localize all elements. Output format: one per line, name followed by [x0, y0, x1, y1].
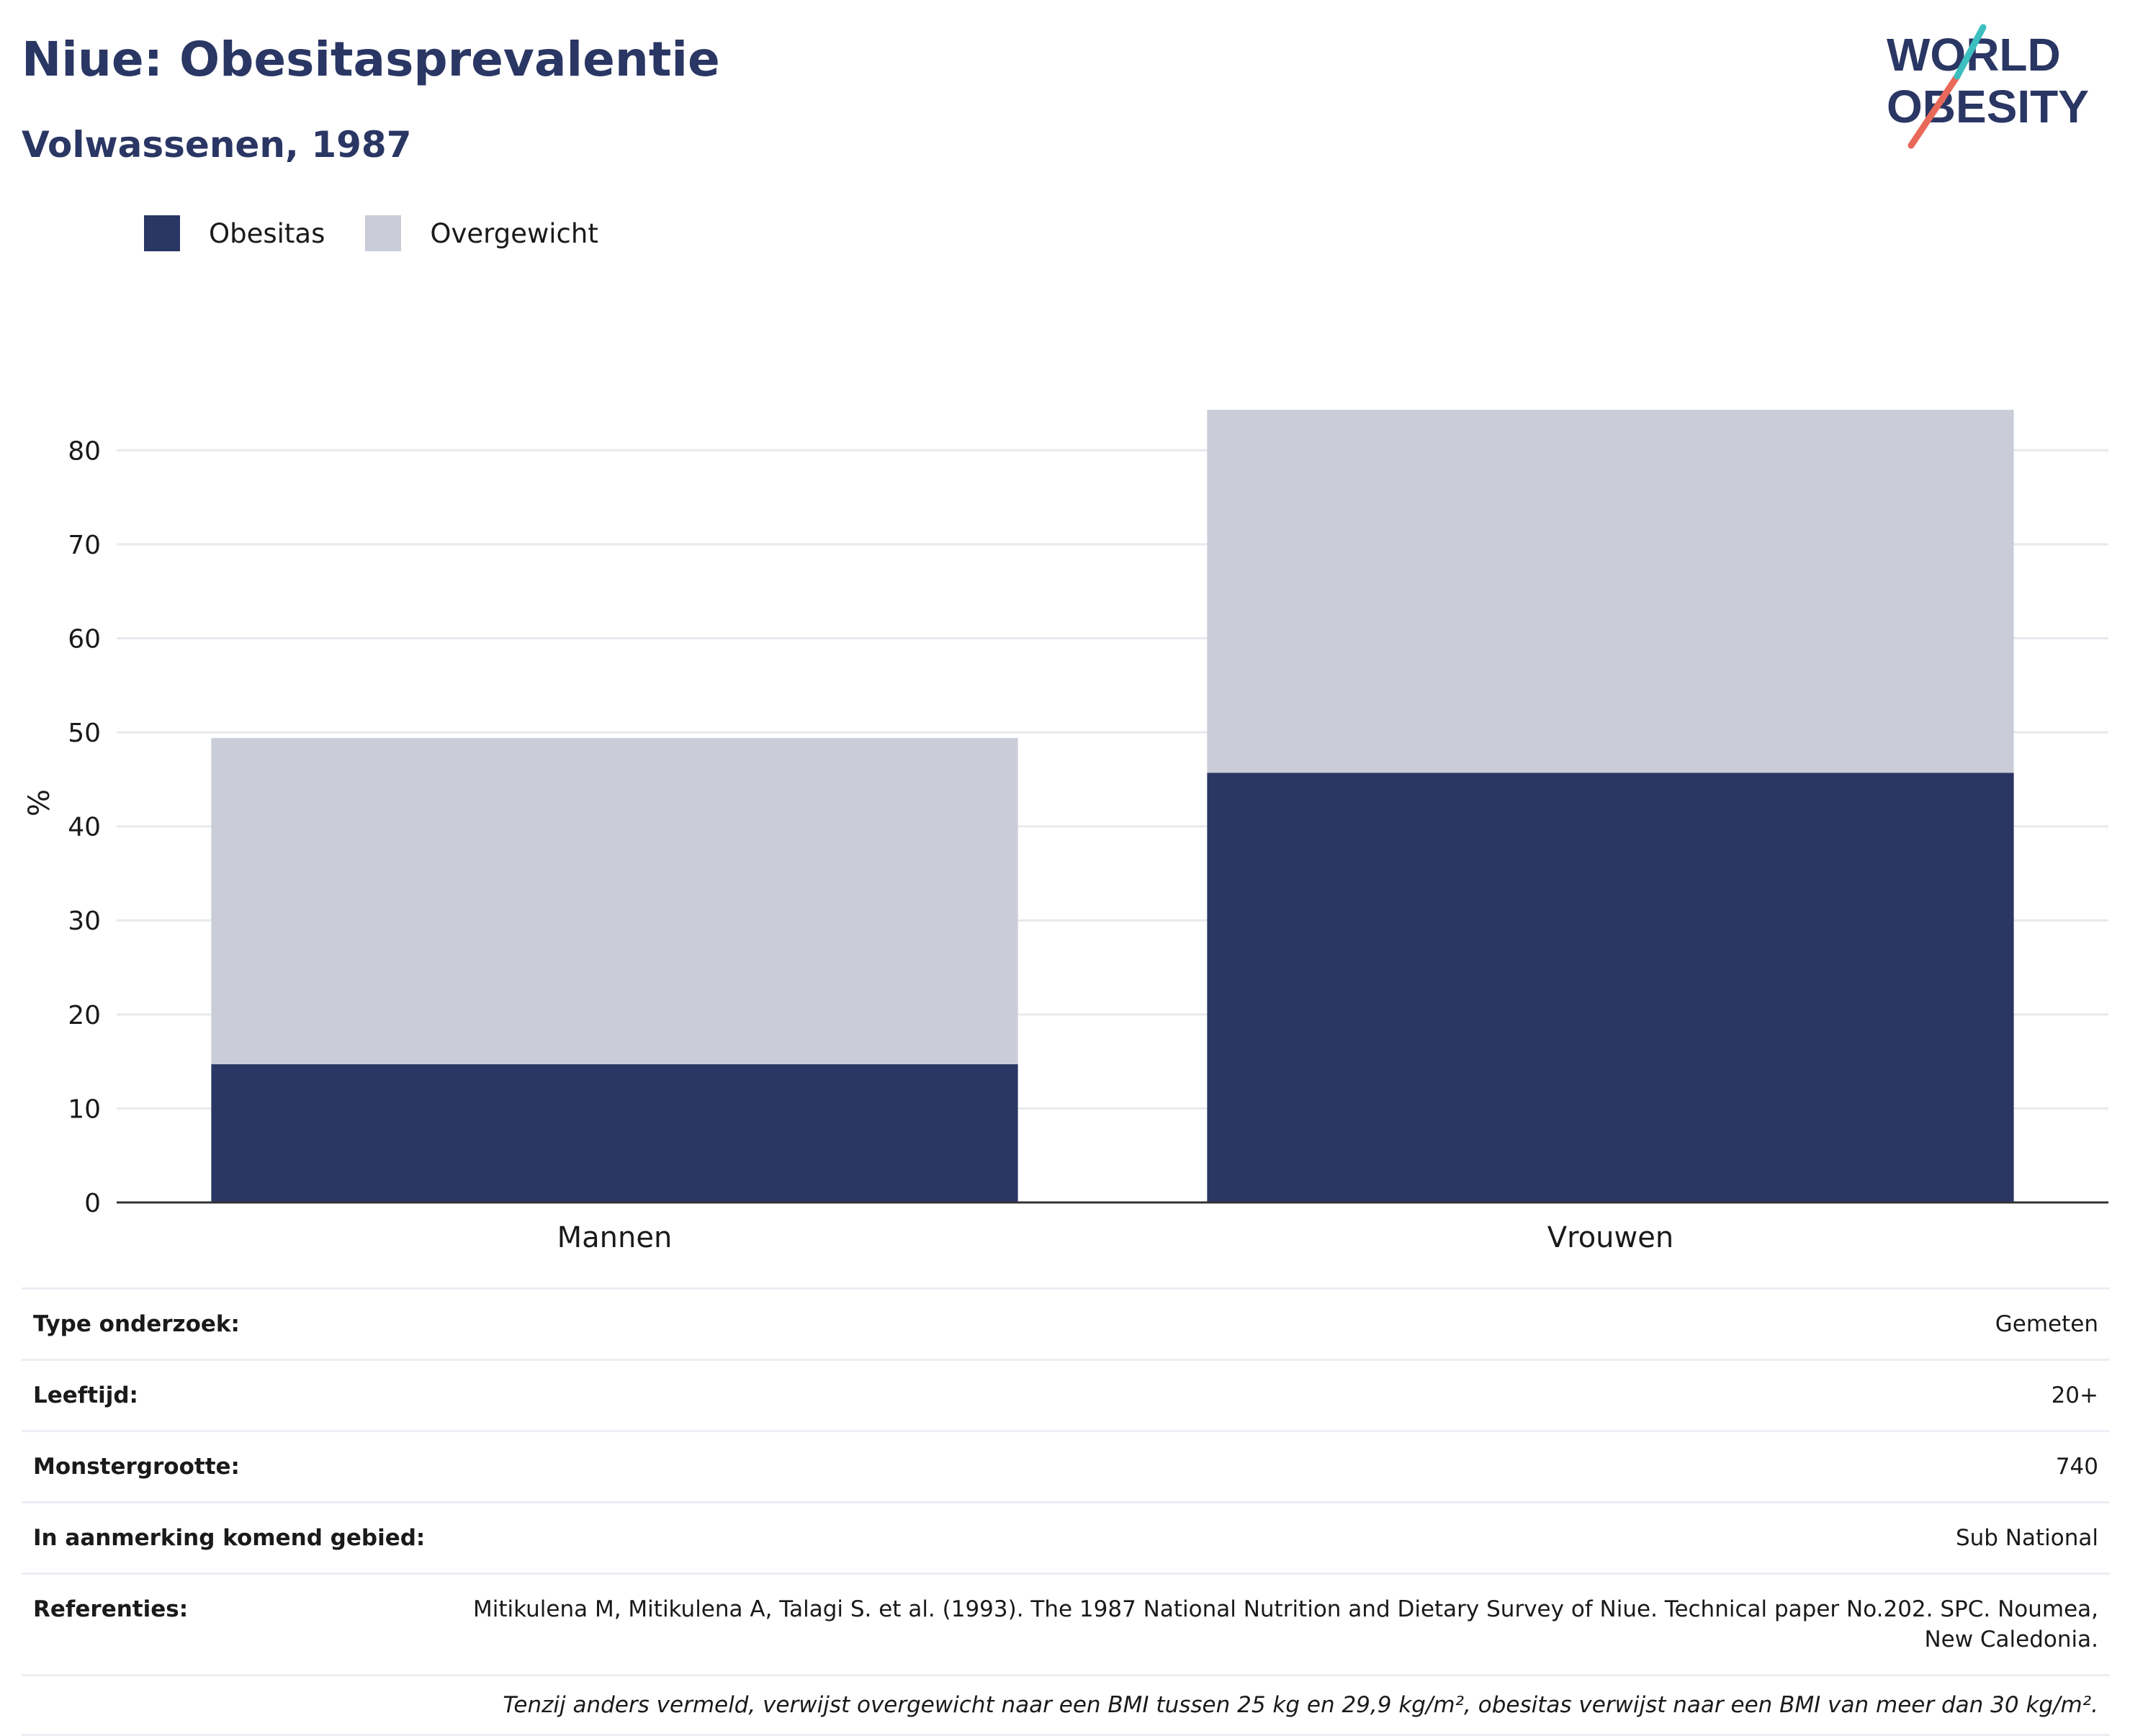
bar-obesitas-vrouwen — [1207, 773, 2014, 1202]
bar-obesitas-mannen — [211, 1064, 1018, 1202]
y-tick-label: 30 — [68, 907, 101, 936]
info-row-survey-type: Type onderzoek: Gemeten — [22, 1287, 2110, 1359]
info-key: Monstergrootte: — [33, 1454, 240, 1480]
info-key: Leeftijd: — [33, 1382, 138, 1408]
info-row-area: In aanmerking komend gebied: Sub Nationa… — [22, 1501, 2110, 1573]
stacked-bar-chart: 0 10 20 30 40 50 60 70 80% Mannen Vrouwen — [23, 410, 2108, 1254]
x-tick-label: Mannen — [557, 1221, 673, 1254]
info-table: Type onderzoek: Gemeten Leeftijd: 20+ Mo… — [22, 1287, 2110, 1736]
info-value: 20+ — [2051, 1382, 2098, 1408]
chart-legend: Obesitas Overgewicht — [144, 213, 639, 253]
info-key: In aanmerking komend gebied: — [33, 1525, 426, 1551]
y-tick-label: 70 — [68, 531, 101, 560]
info-value: Sub National — [1955, 1525, 2098, 1551]
references-text: Mitikulena M, Mitikulena A, Talagi S. et… — [473, 1596, 2098, 1652]
bar-overgewicht-mannen — [211, 737, 1018, 1065]
info-row-sample-size: Monstergrootte: 740 — [22, 1430, 2110, 1501]
info-key: Referenties: — [33, 1596, 189, 1622]
y-tick-label: 60 — [68, 624, 101, 654]
legend-label-obesitas: Obesitas — [209, 217, 325, 249]
info-row-references: Referenties: Mitikulena M, Mitikulena A,… — [22, 1573, 2110, 1674]
logo-line2: OBESITY — [1887, 81, 2089, 132]
chart-subtitle: Volwassenen, 1987 — [22, 124, 412, 166]
legend-swatch-overgewicht — [365, 215, 402, 251]
info-key: Type onderzoek: — [33, 1311, 240, 1337]
info-value: Gemeten — [1995, 1311, 2098, 1337]
footnote: Tenzij anders vermeld, verwijst overgewi… — [22, 1674, 2110, 1736]
logo-line1: WORLD — [1887, 29, 2061, 81]
legend-swatch-obesitas — [144, 215, 180, 251]
info-row-age: Leeftijd: 20+ — [22, 1359, 2110, 1430]
world-obesity-logo: WORLD OBESITY — [1887, 24, 2089, 149]
x-tick-label: Vrouwen — [1547, 1221, 1673, 1254]
y-tick-label: 10 — [68, 1094, 101, 1124]
legend-label-overgewicht: Overgewicht — [430, 217, 598, 249]
y-tick-label: 0 — [84, 1189, 101, 1218]
bar-overgewicht-vrouwen — [1207, 410, 2014, 773]
y-axis-label: % — [23, 789, 56, 817]
chart-title: Niue: Obesitasprevalentie — [22, 32, 720, 87]
info-value: 740 — [2055, 1454, 2098, 1480]
y-tick-label: 20 — [68, 1001, 101, 1030]
y-tick-label: 50 — [68, 719, 101, 748]
y-tick-label: 40 — [68, 813, 101, 842]
y-tick-label: 80 — [68, 436, 101, 466]
